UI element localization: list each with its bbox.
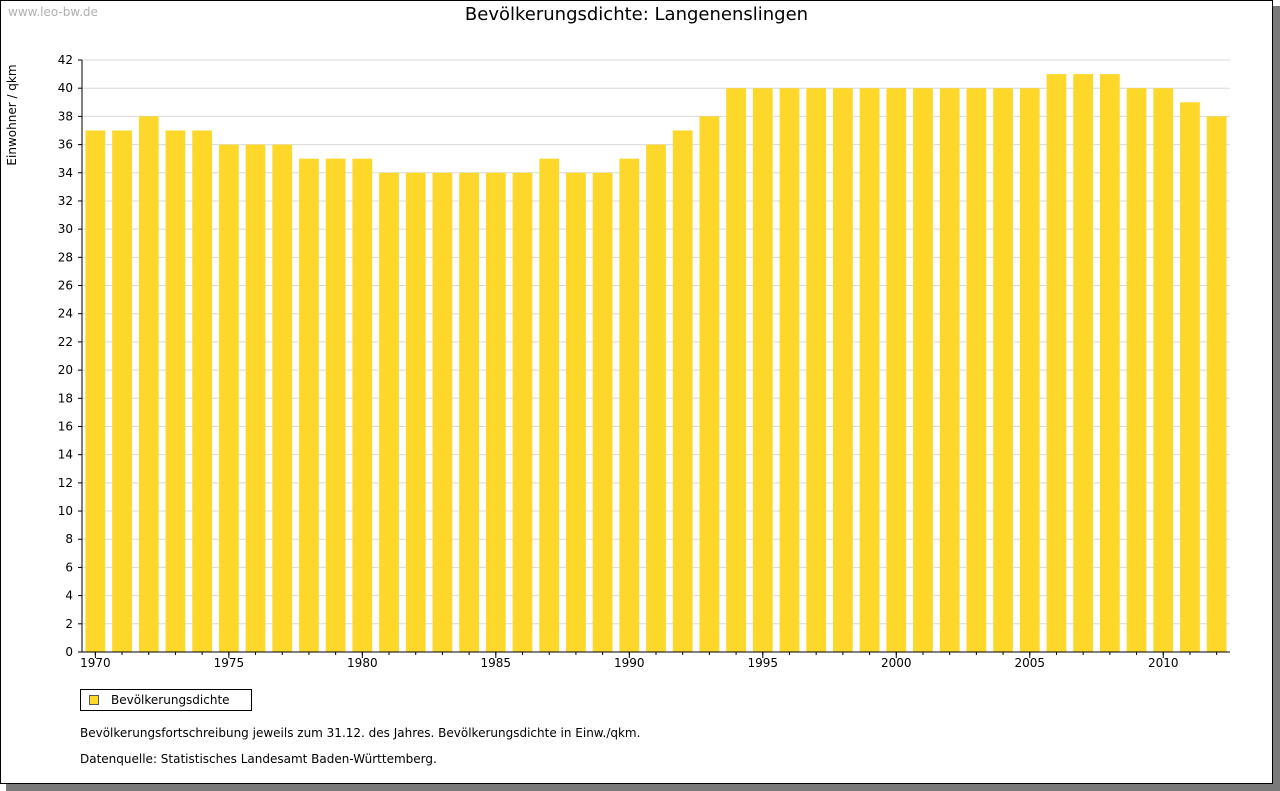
legend-swatch — [89, 695, 99, 705]
axes — [78, 59, 1230, 658]
y-tick-label: 20 — [58, 363, 73, 377]
y-tick-label: 26 — [58, 279, 73, 293]
bar-1980 — [352, 158, 373, 652]
legend: Bevölkerungsdichte — [80, 689, 252, 711]
y-tick-label: 22 — [58, 335, 73, 349]
y-tick-label: 34 — [58, 166, 73, 180]
y-tick-label: 4 — [65, 589, 73, 603]
bar-1994 — [726, 88, 746, 652]
bar-2001 — [913, 88, 933, 652]
bar-1995 — [752, 88, 773, 652]
bar-2000 — [886, 88, 907, 652]
bar-1977 — [272, 144, 293, 653]
frame-shadow-bottom — [6, 784, 1280, 791]
y-tick-label: 32 — [58, 194, 73, 208]
y-tick-label: 10 — [58, 504, 73, 518]
x-tick-label: 1980 — [347, 656, 378, 670]
bar-2002 — [939, 88, 960, 652]
x-tick-label: 1990 — [614, 656, 645, 670]
bar-1970 — [85, 130, 106, 652]
y-tick-label: 30 — [58, 222, 73, 236]
bars — [85, 74, 1227, 653]
y-tick-label: 2 — [65, 617, 73, 631]
bar-1992 — [672, 130, 693, 652]
bar-1999 — [859, 88, 880, 652]
bar-1993 — [699, 116, 720, 652]
x-tick-labels: 1970 1975 1980 1985 1990 1995 2000 2005 2010 — [80, 656, 1178, 670]
bar-chart: 024681012141618202224262830323436384042 … — [58, 53, 1230, 670]
bar-1982 — [405, 172, 426, 652]
bar-1976 — [245, 144, 266, 653]
y-tick-label: 0 — [65, 645, 73, 659]
bar-2003 — [966, 88, 987, 652]
x-tick-label: 1985 — [481, 656, 512, 670]
bar-1983 — [432, 172, 453, 652]
bar-1986 — [512, 172, 533, 652]
bar-1990 — [619, 158, 640, 652]
frame-shadow-right — [1273, 6, 1280, 791]
bar-2005 — [1019, 88, 1040, 652]
bar-2004 — [993, 88, 1013, 652]
y-tick-label: 28 — [58, 250, 73, 264]
bar-1988 — [566, 172, 586, 652]
y-tick-label: 14 — [58, 448, 73, 462]
bar-1998 — [833, 88, 853, 652]
bar-2010 — [1153, 88, 1174, 652]
bar-1979 — [325, 158, 346, 652]
bar-1996 — [779, 88, 800, 652]
bar-1972 — [138, 116, 159, 652]
bar-2007 — [1073, 74, 1094, 653]
bar-1987 — [539, 158, 560, 652]
x-tick-label: 1995 — [748, 656, 779, 670]
chart-title: Bevölkerungsdichte: Langenenslingen — [464, 4, 809, 25]
bar-2009 — [1126, 88, 1147, 652]
y-tick-label: 40 — [58, 81, 73, 95]
bar-1997 — [806, 88, 827, 652]
footnote-source: Datenquelle: Statistisches Landesamt Bad… — [80, 752, 437, 766]
legend-label: Bevölkerungsdichte — [111, 693, 230, 707]
x-tick-label: 1975 — [214, 656, 245, 670]
bar-1984 — [459, 172, 479, 652]
bar-1978 — [299, 158, 319, 652]
y-tick-label: 12 — [58, 476, 73, 490]
footnote-methodology: Bevölkerungsfortschreibung jeweils zum 3… — [80, 726, 641, 740]
bar-1985 — [485, 172, 506, 652]
bar-1991 — [646, 144, 666, 653]
bar-1975 — [218, 144, 239, 653]
watermark: www.leo-bw.de — [8, 5, 98, 19]
bar-1973 — [165, 130, 186, 652]
x-tick-label: 2010 — [1148, 656, 1179, 670]
y-tick-label: 36 — [58, 138, 73, 152]
y-tick-label: 18 — [58, 391, 73, 405]
bar-2006 — [1046, 74, 1067, 653]
bar-1981 — [379, 172, 399, 652]
y-tick-label: 8 — [65, 532, 73, 546]
bar-1971 — [112, 130, 132, 652]
y-tick-label: 16 — [58, 419, 73, 433]
y-tick-label: 24 — [58, 307, 73, 321]
bar-2008 — [1099, 74, 1120, 653]
x-tick-label: 2000 — [881, 656, 912, 670]
bar-1974 — [192, 130, 213, 652]
y-tick-label: 42 — [58, 53, 73, 67]
bar-2012 — [1206, 116, 1227, 652]
bar-2011 — [1180, 102, 1200, 653]
y-tick-label: 6 — [65, 560, 73, 574]
x-tick-label: 1970 — [80, 656, 111, 670]
bar-1989 — [592, 172, 613, 652]
y-tick-label: 38 — [58, 109, 73, 123]
x-tick-label: 2005 — [1014, 656, 1045, 670]
